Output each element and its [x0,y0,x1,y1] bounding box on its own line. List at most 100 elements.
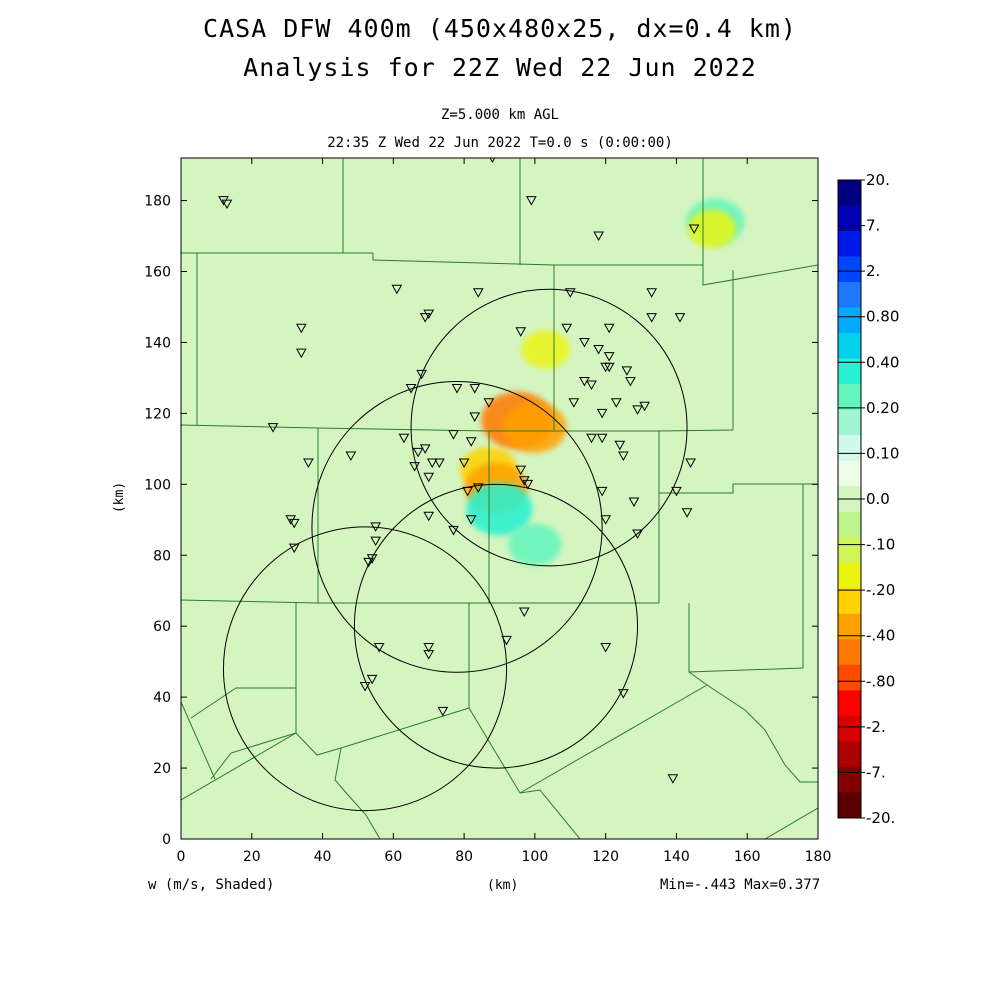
colorbar-swatch [838,282,861,308]
x-tick-label: 80 [455,849,473,865]
county-boundaries [181,158,818,839]
colorbar-label: -.80 [866,672,895,690]
station-marker [370,522,381,532]
field-feature-updraft [508,523,562,566]
station-marker [646,288,658,298]
y-tick-label: 100 [144,477,171,493]
x-tick-label: 180 [805,849,832,865]
station-marker [568,398,580,408]
colorbar-label: 0.10 [866,444,899,462]
station-marker [625,376,636,387]
station-marker [618,451,629,461]
station-marker [472,483,484,493]
colorbar-swatch [838,460,861,487]
x-tick-label: 120 [592,849,619,865]
colorbar-swatch [838,307,861,334]
time-label: 22:35 Z Wed 22 Jun 2022 T=0.0 s (0:00:00… [327,135,673,151]
station-marker [391,284,403,295]
y-tick-label: 80 [153,548,171,564]
station-marker [618,689,629,699]
station-marker [303,458,314,469]
station-marker [681,508,693,518]
shaded-field [459,198,745,566]
station-marker [632,529,643,539]
station-marker [366,674,378,685]
station-marker [423,650,435,660]
y-tick-label: 120 [144,406,171,422]
station-marker [423,472,435,483]
chart-title: CASA DFW 400m (450x480x25, dx=0.4 km) [203,14,797,43]
colorbar-swatch [838,715,861,742]
station-marker [412,447,424,458]
colorbar-label: -2. [866,718,886,736]
station-marker [628,497,640,508]
station-marker [448,430,459,440]
colorbar-swatch [838,256,861,283]
station-marker [405,384,417,394]
station-marker [515,327,527,337]
station-marker [416,369,427,380]
colorbar-swatch [838,613,861,640]
station-marker [465,515,477,525]
station-marker [667,774,679,784]
station-marker [515,465,527,476]
station-marker [685,458,696,469]
station-marker [437,706,449,717]
station-marker [419,313,431,323]
min-max-label: Min=-.443 Max=0.377 [660,877,821,893]
colorbar-swatch [838,333,861,359]
station-marker [603,323,615,334]
station-marker [596,486,608,497]
colorbar-swatch [838,639,861,666]
station-marker [359,681,371,692]
colorbar-swatch [838,588,861,615]
station-marker [621,366,633,376]
chart-subtitle: Analysis for 22Z Wed 22 Jun 2022 [243,53,757,82]
colorbar-label: -20. [866,809,895,827]
station-markers [218,158,700,784]
station-marker [409,462,420,472]
field-feature-updraft [466,482,533,536]
y-tick-label: 140 [144,335,171,351]
axes: 0 20 40 60 80 100 120 140 160 180 0 20 40 60 80 100 120 1… [144,158,831,865]
field-feature-downdraft [521,330,570,369]
station-marker [221,199,233,210]
x-tick-label: 100 [522,849,549,865]
station-marker [295,348,307,359]
x-tick-label: 60 [384,849,402,865]
field-feature-downdraft [687,209,736,249]
radar-range-rings [222,288,688,812]
station-marker [688,224,700,234]
station-marker [423,642,435,653]
station-marker [469,384,481,394]
colorbar-swatch [838,537,861,564]
colorbar-label: -7. [866,763,886,781]
colorbar-swatch [838,766,861,793]
station-marker [586,433,597,444]
colorbar-swatch [838,690,861,717]
y-tick-label: 160 [144,265,171,281]
y-tick-label: 20 [153,761,171,777]
station-marker [483,398,495,408]
radar-ring [353,483,639,769]
y-tick-label: 180 [144,194,171,210]
colorbar-label: -.20 [866,581,895,599]
station-marker [603,362,615,373]
station-marker [426,458,438,469]
station-marker [600,515,612,525]
colorbar-label: -.10 [866,536,895,554]
x-tick-label: 160 [734,849,761,865]
colorbar-swatch [838,792,861,819]
station-marker [561,323,573,334]
station-marker [398,433,410,444]
station-marker [448,525,459,536]
station-marker [288,543,300,554]
station-marker [614,440,626,451]
station-marker [462,486,474,497]
station-marker [295,323,307,334]
colorbar-swatch [838,664,861,691]
colorbar-swatch [838,435,861,462]
station-marker [596,433,608,444]
colorbar-label: -.40 [866,627,895,645]
station-marker [363,557,374,568]
